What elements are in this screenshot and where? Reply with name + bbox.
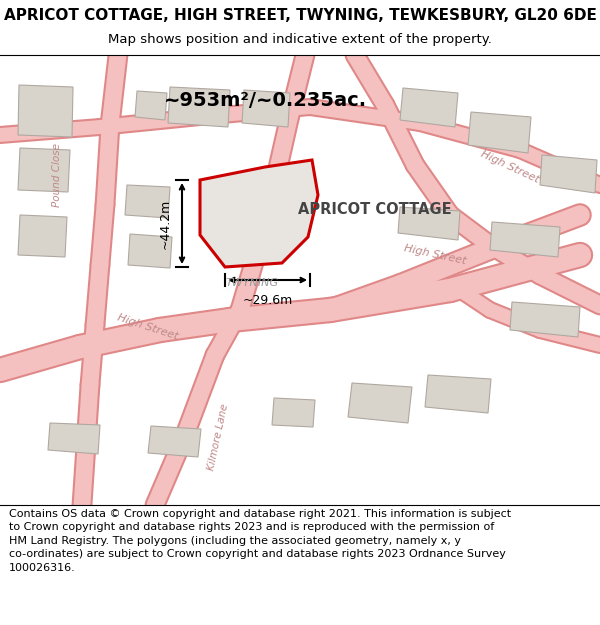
Polygon shape <box>490 222 560 257</box>
Text: High Street: High Street <box>116 312 179 341</box>
Text: Pound Close: Pound Close <box>52 143 62 207</box>
Polygon shape <box>468 112 531 153</box>
Polygon shape <box>540 155 597 193</box>
Polygon shape <box>242 90 290 127</box>
Polygon shape <box>425 375 491 413</box>
Text: ~953m²/~0.235ac.: ~953m²/~0.235ac. <box>163 91 367 109</box>
Polygon shape <box>348 383 412 423</box>
Text: ~29.6m: ~29.6m <box>242 294 293 307</box>
Polygon shape <box>48 423 100 454</box>
Text: High Street: High Street <box>479 149 541 185</box>
Text: Contains OS data © Crown copyright and database right 2021. This information is : Contains OS data © Crown copyright and d… <box>9 509 511 573</box>
Polygon shape <box>510 302 580 337</box>
Text: APRICOT COTTAGE, HIGH STREET, TWYNING, TEWKESBURY, GL20 6DE: APRICOT COTTAGE, HIGH STREET, TWYNING, T… <box>4 8 596 23</box>
Polygon shape <box>272 398 315 427</box>
Polygon shape <box>148 426 201 457</box>
Polygon shape <box>18 215 67 257</box>
Text: Map shows position and indicative extent of the property.: Map shows position and indicative extent… <box>108 33 492 46</box>
Polygon shape <box>18 148 70 192</box>
Polygon shape <box>400 88 458 127</box>
Polygon shape <box>135 91 167 120</box>
Polygon shape <box>200 160 318 267</box>
Text: Kilmore Lane: Kilmore Lane <box>206 402 230 471</box>
Polygon shape <box>168 87 230 127</box>
Polygon shape <box>398 207 460 240</box>
Polygon shape <box>125 185 170 218</box>
Text: ~44.2m: ~44.2m <box>159 198 172 249</box>
Text: High Street: High Street <box>403 244 467 266</box>
Polygon shape <box>128 234 172 268</box>
Text: TWYNING: TWYNING <box>226 278 278 288</box>
Text: APRICOT COTTAGE: APRICOT COTTAGE <box>298 202 452 217</box>
Polygon shape <box>18 85 73 137</box>
